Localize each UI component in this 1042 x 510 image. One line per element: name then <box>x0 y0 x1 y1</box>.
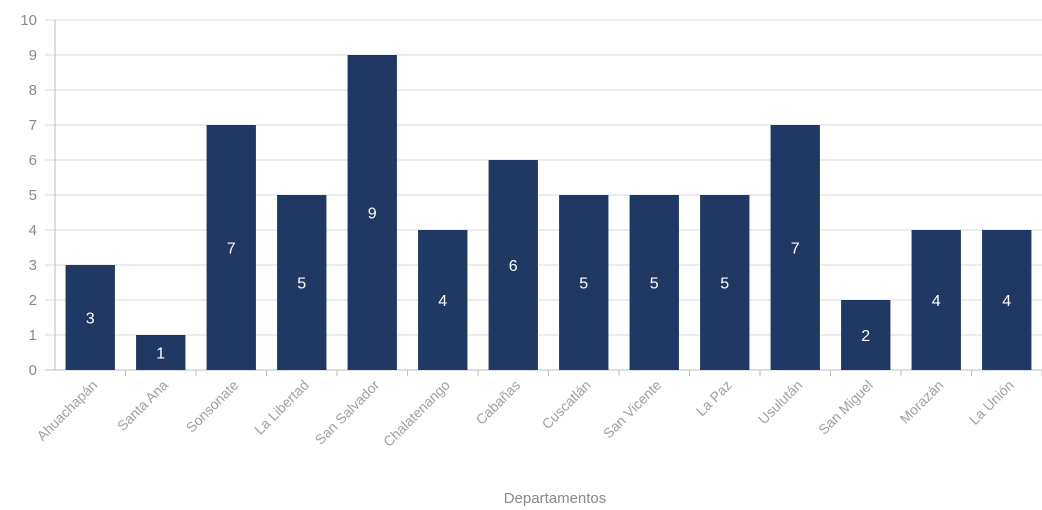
bar-value-label: 7 <box>791 241 800 258</box>
x-tick-label: Chalatenango <box>380 377 453 450</box>
y-tick-label: 10 <box>20 12 37 29</box>
bar-value-label: 6 <box>509 258 518 275</box>
bar <box>700 195 750 370</box>
bar-value-label: 5 <box>579 276 588 293</box>
y-tick-label: 5 <box>29 187 37 204</box>
y-tick-label: 3 <box>29 257 37 274</box>
y-tick-label: 8 <box>29 82 37 99</box>
bar-value-label: 4 <box>1002 293 1011 310</box>
bar <box>982 230 1032 370</box>
x-tick-label: Sonsonate <box>183 377 242 436</box>
x-tick-label: Santa Ana <box>114 377 171 434</box>
bar <box>206 125 256 370</box>
bar-value-label: 9 <box>368 206 377 223</box>
x-tick-label: San Vicente <box>600 377 665 442</box>
y-tick-label: 0 <box>29 362 37 379</box>
x-tick-label: Cuscatlán <box>539 377 594 432</box>
y-tick-label: 1 <box>29 327 37 344</box>
x-axis-ticks: Ahuachapán Santa Ana Sonsonate La Libertad S… <box>33 370 1042 450</box>
bar <box>488 160 538 370</box>
x-tick-label: Usulután <box>755 377 805 427</box>
bar <box>911 230 961 370</box>
x-tick-label: Morazán <box>897 377 947 427</box>
bar-value-label: 5 <box>650 276 659 293</box>
x-tick-label: La Libertad <box>251 377 312 438</box>
bar <box>629 195 679 370</box>
bar-data-labels: 3 1 7 5 9 4 6 5 5 5 7 2 4 4 <box>86 206 1012 363</box>
y-axis-ticks: 0 1 2 3 4 5 6 7 8 9 10 <box>20 12 37 379</box>
x-tick-label: Cabañas <box>472 377 523 428</box>
bar <box>559 195 609 370</box>
bar-value-label: 2 <box>861 328 870 345</box>
gridlines <box>45 19 1042 371</box>
y-tick-label: 7 <box>29 117 37 134</box>
bar-value-label: 5 <box>297 276 306 293</box>
y-tick-label: 4 <box>29 222 37 239</box>
bar-value-label: 5 <box>720 276 729 293</box>
x-tick-label: San Salvador <box>312 377 383 448</box>
y-tick-label: 2 <box>29 292 37 309</box>
bar-value-label: 4 <box>932 293 941 310</box>
x-tick-label: La Paz <box>693 377 735 419</box>
bar <box>277 195 327 370</box>
x-tick-label: Ahuachapán <box>33 377 100 444</box>
bars <box>65 55 1032 370</box>
bar <box>841 300 891 370</box>
bar <box>65 265 115 370</box>
x-axis-title: Departamentos <box>504 490 607 507</box>
y-tick-label: 9 <box>29 47 37 64</box>
bar <box>418 230 468 370</box>
bar-value-label: 1 <box>156 346 165 363</box>
bar <box>347 55 397 370</box>
bar-value-label: 7 <box>227 241 236 258</box>
bar-value-label: 3 <box>86 311 95 328</box>
x-tick-label: San Miguel <box>815 377 876 438</box>
bar-value-label: 4 <box>438 293 447 310</box>
y-tick-label: 6 <box>29 152 37 169</box>
bar <box>136 335 186 370</box>
bar <box>770 125 820 370</box>
x-tick-label: La Unión <box>966 377 1017 428</box>
